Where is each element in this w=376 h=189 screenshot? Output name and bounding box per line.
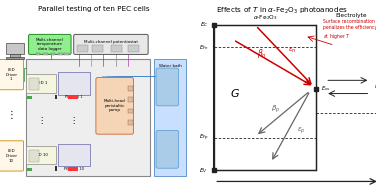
Bar bbox=[64, 53, 68, 55]
Bar bbox=[56, 94, 57, 99]
Text: PEC cell 10: PEC cell 10 bbox=[64, 167, 84, 171]
Text: Multi-channel
temperature
data logger: Multi-channel temperature data logger bbox=[36, 38, 64, 51]
Bar bbox=[68, 167, 78, 171]
Text: Electrolyte: Electrolyte bbox=[336, 13, 367, 18]
Text: $E_{Fp}$: $E_{Fp}$ bbox=[199, 133, 209, 143]
Bar bbox=[27, 168, 32, 171]
Text: $G$: $G$ bbox=[230, 87, 240, 99]
Bar bbox=[51, 53, 56, 55]
Bar bbox=[58, 144, 90, 166]
Bar bbox=[29, 150, 39, 162]
FancyBboxPatch shape bbox=[29, 34, 71, 54]
FancyBboxPatch shape bbox=[74, 34, 148, 54]
Text: Multi-head
peristaltic
pump: Multi-head peristaltic pump bbox=[104, 99, 126, 112]
Text: $E_V$: $E_V$ bbox=[200, 166, 209, 175]
Bar bbox=[29, 78, 39, 90]
Text: ⋮: ⋮ bbox=[6, 110, 16, 120]
Text: LED
Driver
1: LED Driver 1 bbox=[5, 68, 17, 81]
Bar bbox=[128, 109, 132, 113]
Text: Effects of $T$ in $\alpha$-Fe$_2$O$_3$ photoanodes: Effects of $T$ in $\alpha$-Fe$_2$O$_3$ p… bbox=[216, 6, 348, 16]
Text: $E_{Fn}$: $E_{Fn}$ bbox=[199, 43, 209, 52]
Bar bbox=[128, 120, 132, 125]
Text: PEC cell 1: PEC cell 1 bbox=[65, 95, 83, 99]
Bar bbox=[128, 86, 132, 91]
FancyBboxPatch shape bbox=[96, 77, 133, 134]
Text: $k_e$: $k_e$ bbox=[374, 82, 376, 91]
Text: $E_C$: $E_C$ bbox=[200, 20, 209, 29]
Bar bbox=[26, 74, 56, 93]
Text: ⋮: ⋮ bbox=[69, 116, 77, 125]
Text: Surface recombination
penalizes the efficiency
at higher $T$: Surface recombination penalizes the effi… bbox=[323, 19, 376, 41]
Bar bbox=[68, 95, 78, 99]
FancyBboxPatch shape bbox=[0, 141, 23, 171]
Bar bbox=[26, 146, 56, 164]
Bar bbox=[58, 53, 63, 55]
Text: $\alpha$-Fe$_2$O$_3$: $\alpha$-Fe$_2$O$_3$ bbox=[253, 13, 277, 22]
Bar bbox=[77, 45, 88, 52]
Bar bbox=[56, 166, 57, 171]
Text: $\beta_n$: $\beta_n$ bbox=[257, 47, 267, 60]
Text: Multi-channel potentiostat: Multi-channel potentiostat bbox=[84, 40, 138, 44]
Bar bbox=[6, 43, 24, 54]
FancyBboxPatch shape bbox=[156, 130, 179, 168]
Text: ⋮: ⋮ bbox=[37, 116, 45, 125]
Bar bbox=[111, 45, 122, 52]
Bar bbox=[11, 54, 20, 57]
Bar bbox=[27, 96, 32, 99]
FancyBboxPatch shape bbox=[156, 68, 179, 106]
Bar bbox=[92, 45, 103, 52]
Bar bbox=[6, 57, 24, 59]
FancyBboxPatch shape bbox=[0, 60, 23, 90]
Bar bbox=[154, 59, 186, 176]
Text: LED
Driver
10: LED Driver 10 bbox=[5, 149, 17, 163]
Bar bbox=[128, 97, 132, 102]
Text: $E_{ss}$: $E_{ss}$ bbox=[321, 84, 331, 93]
Text: $\beta_p$: $\beta_p$ bbox=[271, 104, 280, 115]
Text: LED 10: LED 10 bbox=[35, 153, 48, 157]
Bar bbox=[43, 53, 48, 55]
Text: $\varepsilon_n$: $\varepsilon_n$ bbox=[288, 46, 297, 55]
Bar bbox=[128, 45, 139, 52]
Bar bbox=[214, 25, 316, 170]
Bar bbox=[26, 59, 150, 176]
Bar bbox=[58, 72, 90, 94]
Text: Water bath: Water bath bbox=[159, 64, 182, 68]
Text: LED 1: LED 1 bbox=[36, 81, 47, 85]
Text: $\varepsilon_p$: $\varepsilon_p$ bbox=[297, 125, 306, 136]
Text: Parallel testing of ten PEC cells: Parallel testing of ten PEC cells bbox=[38, 6, 150, 12]
Bar bbox=[36, 53, 41, 55]
